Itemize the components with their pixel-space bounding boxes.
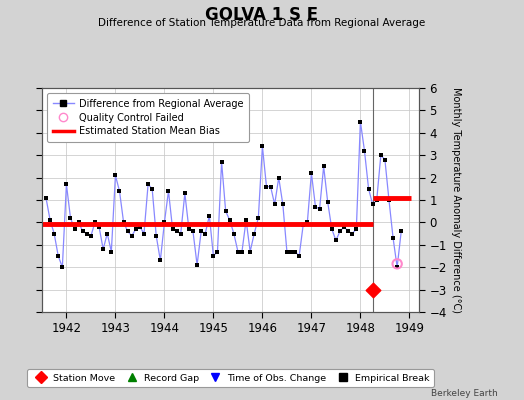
Point (58, 264, 67, 270)
Point (389, 235, 397, 241)
Point (99, 246, 107, 252)
Point (287, 248, 295, 255)
Point (246, 248, 254, 255)
Point (364, 186, 373, 192)
Point (258, 143, 267, 150)
Point (270, 201, 279, 208)
Point (393, 261, 401, 267)
Point (213, 248, 222, 255)
Point (377, 152, 385, 158)
Point (283, 248, 291, 255)
Point (320, 163, 328, 170)
Point (115, 188, 124, 194)
Point (225, 217, 234, 223)
Point (291, 248, 299, 255)
Point (361, 148, 369, 154)
Point (385, 197, 393, 203)
Point (144, 181, 152, 188)
Point (295, 253, 303, 259)
Point (197, 228, 205, 234)
Point (332, 237, 340, 244)
Text: GOLVA 1 S E: GOLVA 1 S E (205, 6, 319, 24)
Point (201, 230, 210, 237)
Point (340, 224, 348, 230)
Point (95, 224, 103, 230)
Point (87, 233, 95, 239)
Point (266, 183, 275, 190)
Point (205, 212, 214, 219)
Y-axis label: Monthly Temperature Anomaly Difference (°C): Monthly Temperature Anomaly Difference (… (451, 87, 461, 313)
Point (397, 228, 406, 234)
Point (119, 219, 128, 226)
Legend: Difference from Regional Average, Quality Control Failed, Estimated Station Mean: Difference from Regional Average, Qualit… (47, 93, 249, 142)
Point (299, 222, 308, 228)
Point (132, 226, 140, 232)
Point (393, 264, 401, 270)
Point (74, 219, 83, 226)
Point (263, 183, 271, 190)
Point (348, 230, 356, 237)
Point (275, 174, 283, 181)
Point (242, 217, 250, 223)
Point (156, 257, 165, 264)
Point (127, 233, 136, 239)
Point (217, 159, 226, 165)
Point (91, 219, 99, 226)
Point (279, 201, 287, 208)
Point (336, 228, 344, 234)
Point (67, 215, 75, 221)
Point (124, 228, 132, 234)
Point (344, 228, 352, 234)
Point (62, 181, 71, 188)
Point (42, 194, 50, 201)
Point (254, 215, 263, 221)
Point (107, 248, 115, 255)
Point (328, 226, 336, 232)
Point (103, 230, 112, 237)
Point (189, 228, 197, 234)
Point (209, 253, 217, 259)
Point (148, 186, 156, 192)
Point (185, 226, 193, 232)
Point (234, 248, 242, 255)
Point (160, 219, 169, 226)
Point (303, 219, 312, 226)
Point (136, 224, 144, 230)
Point (352, 226, 361, 232)
Point (70, 226, 79, 232)
Point (177, 230, 185, 237)
Point (356, 118, 365, 125)
Point (83, 230, 91, 237)
Point (368, 201, 377, 208)
Point (111, 172, 119, 178)
Point (172, 228, 181, 234)
Point (54, 253, 62, 259)
Point (307, 170, 315, 176)
Point (368, 286, 377, 293)
Point (315, 206, 324, 212)
Point (46, 217, 54, 223)
Point (250, 230, 258, 237)
Point (230, 230, 238, 237)
Point (381, 156, 389, 163)
Point (168, 226, 177, 232)
Legend: Station Move, Record Gap, Time of Obs. Change, Empirical Break: Station Move, Record Gap, Time of Obs. C… (27, 369, 434, 387)
Point (181, 190, 189, 196)
Point (323, 199, 332, 206)
Point (222, 208, 230, 214)
Text: Difference of Station Temperature Data from Regional Average: Difference of Station Temperature Data f… (99, 18, 425, 28)
Point (238, 248, 246, 255)
Point (140, 230, 148, 237)
Point (373, 197, 381, 203)
Point (50, 230, 58, 237)
Point (193, 262, 201, 268)
Point (311, 204, 320, 210)
Point (152, 233, 160, 239)
Text: Berkeley Earth: Berkeley Earth (431, 389, 498, 398)
Point (165, 188, 173, 194)
Point (79, 228, 87, 234)
